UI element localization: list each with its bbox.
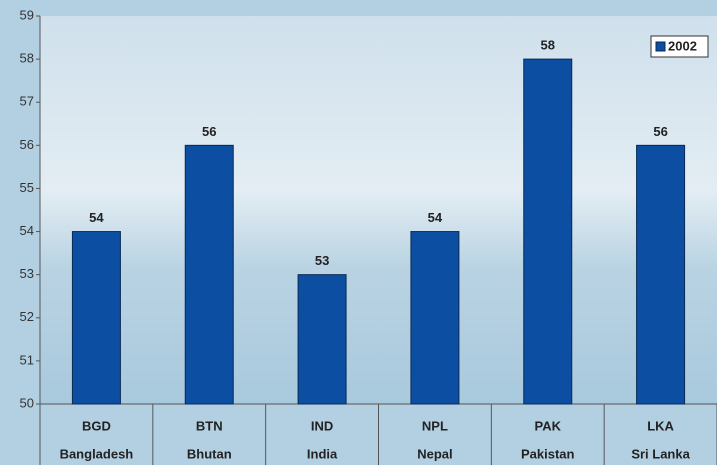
- x-group-label: India: [307, 446, 338, 461]
- x-group-label: Bhutan: [187, 446, 232, 461]
- y-tick-label: 53: [20, 266, 34, 281]
- value-label: 56: [653, 124, 667, 139]
- bar: [524, 59, 572, 404]
- bar: [298, 275, 346, 404]
- x-group-label: Sri Lanka: [631, 446, 690, 461]
- x-tick-label: BGD: [82, 418, 111, 433]
- x-tick-label: LKA: [647, 418, 674, 433]
- y-tick-label: 56: [20, 137, 34, 152]
- x-group-label: Nepal: [417, 446, 452, 461]
- y-tick-label: 54: [20, 223, 34, 238]
- legend-swatch: [656, 42, 665, 51]
- y-tick-label: 59: [20, 7, 34, 22]
- value-label: 58: [541, 38, 555, 53]
- bar: [411, 232, 459, 404]
- value-label: 54: [428, 210, 443, 225]
- y-tick-label: 58: [20, 51, 34, 66]
- y-tick-label: 51: [20, 352, 34, 367]
- x-tick-label: PAK: [535, 418, 562, 433]
- y-tick-label: 50: [20, 395, 34, 410]
- value-label: 54: [89, 210, 104, 225]
- legend-label: 2002: [668, 38, 697, 53]
- y-tick-label: 57: [20, 94, 34, 109]
- x-group-label: Bangladesh: [60, 446, 134, 461]
- value-label: 56: [202, 124, 216, 139]
- bar: [72, 232, 120, 404]
- x-tick-label: IND: [311, 418, 333, 433]
- y-tick-label: 55: [20, 180, 34, 195]
- x-group-label: Pakistan: [521, 446, 575, 461]
- value-label: 53: [315, 253, 329, 268]
- x-tick-label: BTN: [196, 418, 223, 433]
- x-tick-label: NPL: [422, 418, 448, 433]
- bar: [637, 145, 685, 404]
- plot-area: [40, 16, 717, 404]
- y-tick-label: 52: [20, 309, 34, 324]
- bar: [185, 145, 233, 404]
- chart: 50 51 52 53 54 55 56 57 58 59 54 BGD Bangladesh 56 BTN…: [0, 0, 717, 465]
